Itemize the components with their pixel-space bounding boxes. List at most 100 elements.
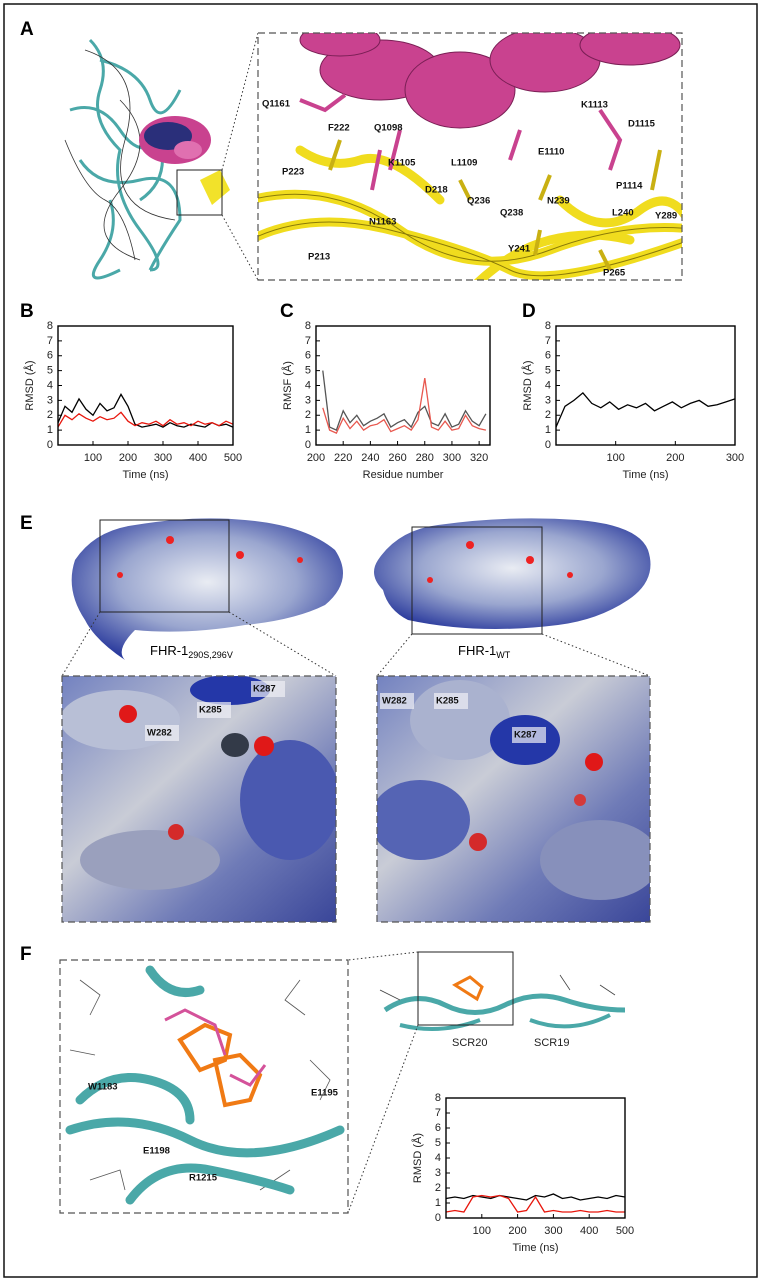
y-tick-label: 5 bbox=[435, 1137, 441, 1149]
y-tick-label: 1 bbox=[435, 1197, 441, 1209]
zoom-structure bbox=[258, 33, 682, 280]
x-tick-label: 300 bbox=[544, 1225, 562, 1237]
y-axis-label: RMSF (Å) bbox=[281, 361, 294, 410]
plot-frame bbox=[555, 325, 736, 446]
zoom-guide bbox=[347, 951, 419, 961]
surface-zoom-right bbox=[377, 676, 650, 922]
zoom-frame bbox=[257, 32, 683, 281]
residue-label: E1198 bbox=[143, 1146, 170, 1157]
zoom-box bbox=[411, 526, 543, 635]
panel-label: D bbox=[522, 301, 536, 322]
data-line bbox=[322, 377, 487, 434]
y-tick-label: 5 bbox=[305, 365, 311, 377]
residue-label: K1105 bbox=[388, 158, 416, 169]
residue-label: N1163 bbox=[369, 217, 396, 228]
chart: 0 1 2 3 4 5 6 7 8 100 200 300 400 500 Time (ns) RMSD (Å… bbox=[23, 320, 242, 481]
data-line bbox=[57, 411, 234, 428]
data-line bbox=[555, 391, 736, 428]
residue-label: D1115 bbox=[628, 119, 656, 130]
residue-label: Q238 bbox=[500, 208, 523, 219]
protein-small bbox=[379, 974, 626, 1031]
y-tick-label: 6 bbox=[435, 1122, 441, 1134]
y-tick-label: 6 bbox=[545, 350, 551, 362]
x-tick-label: 200 bbox=[508, 1225, 526, 1237]
data-line bbox=[322, 370, 487, 431]
residue-label: L1109 bbox=[451, 158, 477, 169]
x-tick-label: 400 bbox=[580, 1225, 598, 1237]
x-tick-label: 500 bbox=[224, 452, 242, 464]
zoom-frame bbox=[376, 675, 651, 923]
figure-border bbox=[3, 3, 758, 1278]
zoom-guide bbox=[221, 214, 259, 281]
residue-label: Y289 bbox=[655, 211, 677, 222]
surface-right bbox=[374, 518, 651, 629]
residue-label: P213 bbox=[308, 252, 330, 263]
residue-label: P1114 bbox=[616, 181, 643, 192]
residue-label: W282 bbox=[147, 728, 172, 739]
plot-frame bbox=[445, 1097, 626, 1219]
x-tick-label: 220 bbox=[334, 452, 352, 464]
residue-label: W282 bbox=[382, 696, 407, 707]
residue-label: E1110 bbox=[538, 147, 564, 158]
y-tick-label: 3 bbox=[545, 394, 551, 406]
y-tick-label: 2 bbox=[305, 409, 311, 421]
zoom-guide bbox=[61, 611, 101, 677]
x-tick-label: 260 bbox=[388, 452, 406, 464]
data-line bbox=[57, 393, 234, 428]
ligand-zoom bbox=[60, 960, 348, 1213]
x-tick-label: 300 bbox=[726, 452, 744, 464]
y-tick-label: 7 bbox=[47, 335, 53, 347]
variant-subscript: WT bbox=[496, 650, 510, 660]
residue-label: D218 bbox=[425, 185, 448, 196]
residue-label: K285 bbox=[436, 696, 459, 707]
residue-label: L240 bbox=[612, 208, 634, 219]
label-backdrop bbox=[512, 727, 546, 743]
y-tick-label: 3 bbox=[47, 394, 53, 406]
y-axis-label: RMSD (Å) bbox=[521, 360, 534, 410]
x-tick-label: 100 bbox=[606, 452, 624, 464]
residue-label: E1195 bbox=[311, 1088, 339, 1099]
y-tick-label: 1 bbox=[305, 424, 311, 436]
y-tick-label: 6 bbox=[47, 350, 53, 362]
y-axis-label: RMSD (Å) bbox=[23, 360, 36, 410]
data-line bbox=[445, 1194, 625, 1213]
y-tick-label: 8 bbox=[435, 1092, 441, 1104]
label-backdrop bbox=[434, 693, 468, 709]
panel-label: F bbox=[20, 944, 32, 965]
residue-labels: K287 K285 W282 W282 K285 K287 bbox=[145, 681, 546, 743]
y-tick-label: 7 bbox=[305, 335, 311, 347]
chart: 0 1 2 3 4 5 6 7 8 200 220 240 260 280 300 320 Residue nu… bbox=[281, 320, 491, 481]
residue-label: K1113 bbox=[581, 100, 608, 111]
y-tick-label: 7 bbox=[435, 1107, 441, 1119]
y-tick-label: 2 bbox=[435, 1182, 441, 1194]
x-tick-label: 300 bbox=[154, 452, 172, 464]
residue-labels: W1183 E1195 E1198 R1215 SCR20 SCR19 bbox=[88, 1037, 569, 1184]
zoom-guide bbox=[376, 633, 413, 677]
x-axis-label: Time (ns) bbox=[512, 1242, 558, 1254]
y-axis-label: RMSD (Å) bbox=[411, 1133, 424, 1183]
residue-label: K285 bbox=[199, 705, 222, 716]
y-tick-label: 8 bbox=[47, 320, 53, 332]
x-tick-label: 200 bbox=[307, 452, 325, 464]
chart: 0 1 2 3 4 5 6 7 8 100 200 300 Time (ns) RMSD (Å) bbox=[521, 320, 744, 481]
x-tick-label: 200 bbox=[119, 452, 137, 464]
variant-name: FHR-1 bbox=[150, 643, 188, 658]
x-tick-label: 240 bbox=[361, 452, 379, 464]
y-tick-label: 6 bbox=[305, 350, 311, 362]
y-tick-label: 0 bbox=[545, 439, 551, 451]
domain-label: SCR19 bbox=[534, 1037, 569, 1049]
chart: 0 1 2 3 4 5 6 7 8 100 200 300 400 500 Time (ns) RMSD (Å… bbox=[411, 1092, 634, 1254]
helix-cluster bbox=[139, 116, 230, 205]
y-tick-label: 5 bbox=[545, 365, 551, 377]
y-tick-label: 3 bbox=[305, 394, 311, 406]
y-tick-label: 0 bbox=[47, 439, 53, 451]
x-axis-label: Residue number bbox=[363, 469, 444, 481]
panel-label: B bbox=[20, 301, 34, 322]
residue-label: N239 bbox=[547, 196, 570, 207]
label-backdrop bbox=[380, 693, 414, 709]
zoom-guide bbox=[347, 1024, 419, 1214]
zoom-frame bbox=[61, 675, 337, 923]
